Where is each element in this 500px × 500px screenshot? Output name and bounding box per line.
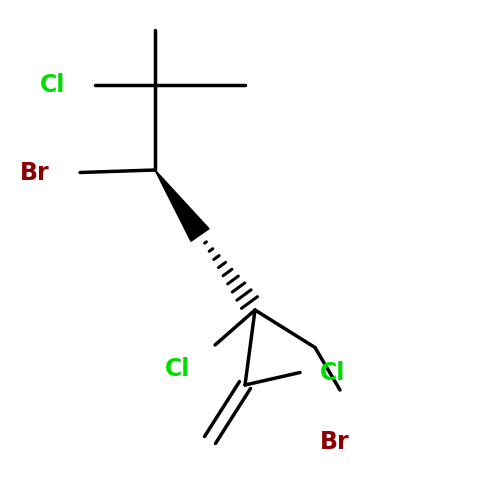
Text: Cl: Cl (164, 358, 190, 382)
Text: Br: Br (320, 430, 350, 454)
Text: Cl: Cl (320, 360, 345, 384)
Text: Cl: Cl (40, 73, 65, 97)
Text: Br: Br (20, 160, 50, 184)
Polygon shape (155, 170, 209, 242)
